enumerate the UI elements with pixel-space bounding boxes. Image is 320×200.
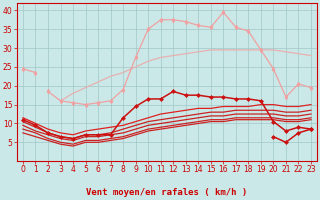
X-axis label: Vent moyen/en rafales ( km/h ): Vent moyen/en rafales ( km/h ) [86, 188, 248, 197]
